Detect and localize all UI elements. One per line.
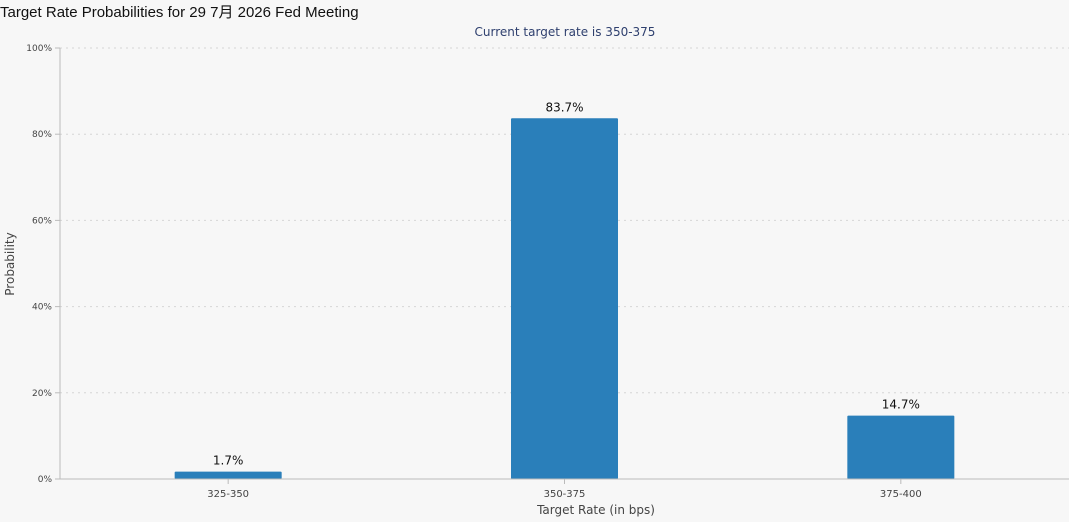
x-tick-label: 325-350 xyxy=(207,489,249,500)
y-axis-label: Probability xyxy=(3,232,17,295)
y-tick-label: 60% xyxy=(32,216,52,226)
y-tick-label: 20% xyxy=(32,389,52,399)
bar[interactable] xyxy=(174,471,282,479)
x-tick-label: 375-400 xyxy=(880,489,922,500)
bar-value-label: 1.7% xyxy=(213,454,244,468)
bar-value-label: 83.7% xyxy=(545,100,583,114)
bar[interactable] xyxy=(847,415,955,479)
bar-value-label: 14.7% xyxy=(882,398,920,412)
x-axis-ticks: 325-350 350-375 375-400 xyxy=(207,479,922,500)
bars: 1.7% 83.7% 14.7% xyxy=(174,100,955,480)
x-tick-label: 350-375 xyxy=(544,489,586,500)
y-tick-label: 100% xyxy=(26,44,52,54)
chart-subtitle: Current target rate is 350-375 xyxy=(475,25,656,39)
page-title: Target Rate Probabilities for 29 7月 2026… xyxy=(0,4,359,21)
y-tick-label: 0% xyxy=(38,475,53,485)
y-tick-label: 40% xyxy=(32,303,52,313)
y-tick-label: 80% xyxy=(32,130,52,140)
bar[interactable] xyxy=(511,118,618,480)
x-axis-label: Target Rate (in bps) xyxy=(536,503,655,517)
y-axis-ticks: 0% 20% 40% 60% 80% 100% xyxy=(26,44,60,485)
